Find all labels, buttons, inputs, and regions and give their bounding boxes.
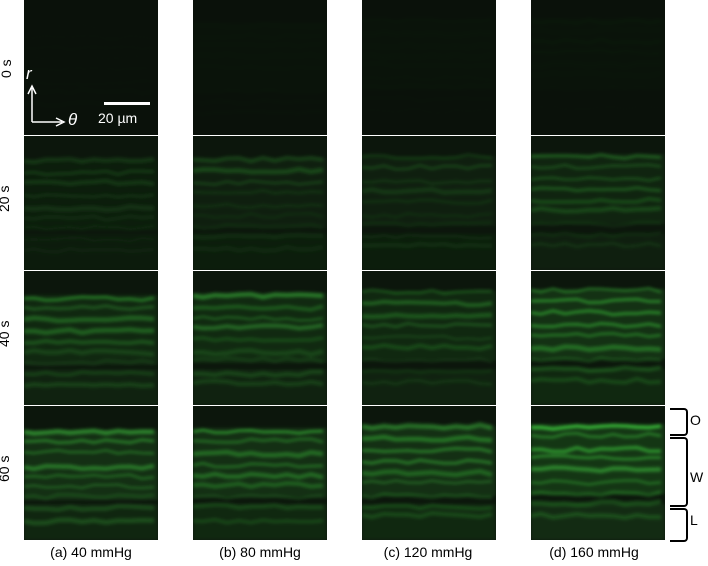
wall-layer-bracket — [670, 437, 688, 507]
micrograph-120mmhg-40s — [362, 271, 496, 405]
lumen-layer-bracket — [670, 508, 688, 542]
micrograph-80mmhg-0s — [193, 0, 327, 135]
column-80mmhg — [193, 0, 327, 541]
micrograph-80mmhg-20s — [193, 136, 327, 270]
outer-layer-label: O — [690, 412, 701, 428]
micrograph-40mmhg-40s — [24, 271, 158, 405]
r-axis-label: r — [26, 64, 32, 83]
wall-layer-label: W — [690, 469, 704, 485]
column-label-40mmhg: (a) 40 mmHg — [50, 544, 132, 560]
micrograph-160mmhg-0s — [531, 0, 665, 135]
column-label-120mmhg: (c) 120 mmHg — [383, 544, 473, 560]
column-40mmhg — [24, 0, 158, 541]
micrograph-80mmhg-40s — [193, 271, 327, 405]
outer-layer-bracket — [670, 408, 688, 436]
micrograph-80mmhg-60s — [193, 406, 327, 540]
micrograph-160mmhg-60s — [531, 406, 665, 540]
micrograph-40mmhg-20s — [24, 136, 158, 270]
column-label-160mmhg: (d) 160 mmHg — [549, 544, 639, 560]
row-label-0s: 0 s — [0, 59, 14, 78]
column-120mmhg — [362, 0, 496, 541]
micrograph-40mmhg-60s — [24, 406, 158, 540]
scale-bar — [104, 102, 150, 105]
column-label-80mmhg: (b) 80 mmHg — [219, 544, 301, 560]
orientation-axes: r θ — [26, 64, 86, 129]
row-label-40s: 40 s — [0, 321, 12, 347]
micrograph-120mmhg-20s — [362, 136, 496, 270]
micrograph-160mmhg-20s — [531, 136, 665, 270]
micrograph-120mmhg-0s — [362, 0, 496, 135]
lumen-layer-label: L — [690, 512, 698, 528]
micrograph-120mmhg-60s — [362, 406, 496, 540]
column-160mmhg — [531, 0, 665, 541]
scale-bar-label: 20 µm — [98, 110, 138, 126]
row-label-60s: 60 s — [0, 456, 12, 482]
theta-axis-label: θ — [68, 110, 78, 129]
micrograph-40mmhg-0s — [24, 0, 158, 135]
micrograph-160mmhg-40s — [531, 271, 665, 405]
row-label-20s: 20 s — [0, 186, 12, 212]
